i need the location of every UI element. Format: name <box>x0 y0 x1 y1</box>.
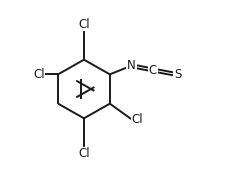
Text: Cl: Cl <box>78 147 89 160</box>
Text: Cl: Cl <box>131 113 142 126</box>
Text: Cl: Cl <box>33 68 44 81</box>
Text: S: S <box>174 68 181 81</box>
Text: Cl: Cl <box>78 18 89 31</box>
Text: C: C <box>148 64 156 77</box>
Text: N: N <box>126 59 135 72</box>
